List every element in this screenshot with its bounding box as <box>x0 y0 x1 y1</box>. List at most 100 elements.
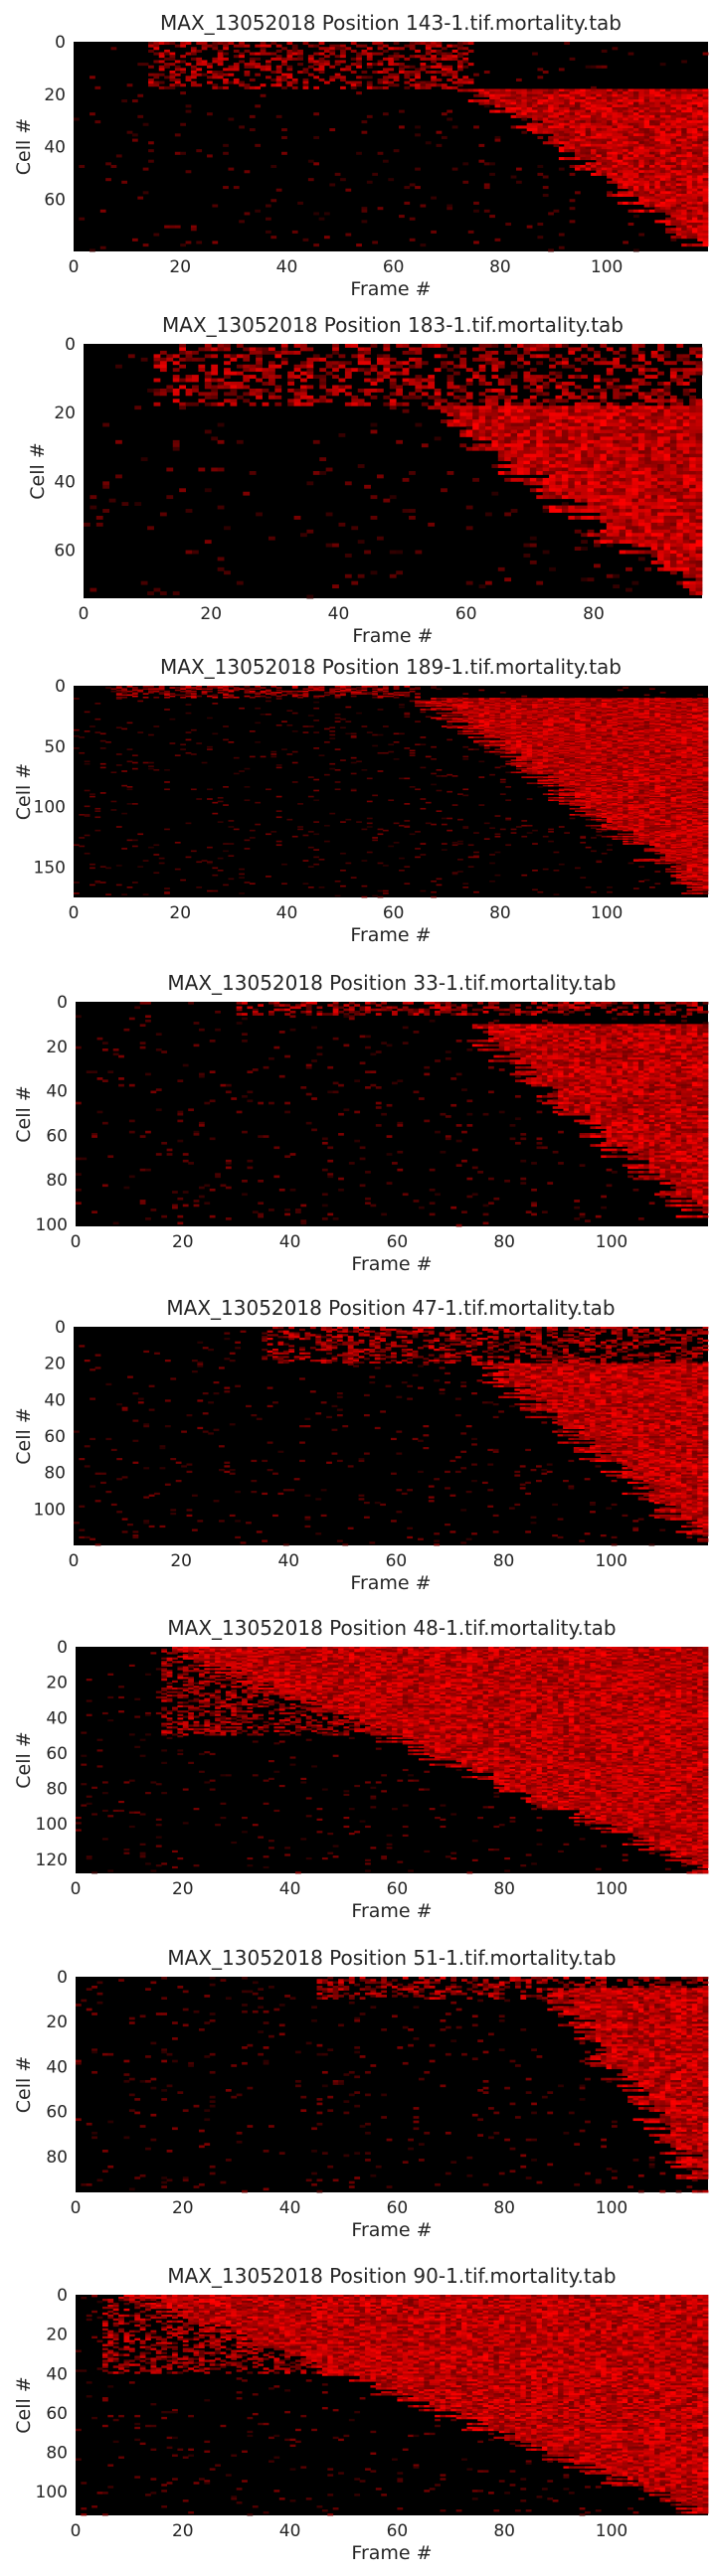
heatmap-cell <box>335 45 341 48</box>
heatmap-cell <box>554 133 560 136</box>
heatmap-cell <box>644 416 651 420</box>
heatmap-cell <box>670 168 676 171</box>
heatmap-cell <box>459 416 466 420</box>
heatmap-cell <box>255 63 261 66</box>
heatmap-cell <box>692 210 698 213</box>
heatmap-cell <box>613 433 620 437</box>
x-tick-label: 20 <box>169 257 191 277</box>
heatmap-cell <box>703 181 709 184</box>
heatmap-cell <box>159 86 165 89</box>
heatmap-cell <box>462 181 468 184</box>
heatmap-cell <box>266 60 271 63</box>
heatmap-cell <box>250 365 257 369</box>
heatmap-cell <box>326 399 333 402</box>
heatmap-cell <box>530 426 537 430</box>
heatmap-cell <box>670 210 676 213</box>
heatmap-cell <box>697 110 703 113</box>
heatmap-cell <box>687 243 693 246</box>
heatmap-cell <box>600 429 607 433</box>
heatmap-cell <box>683 426 690 430</box>
heatmap-cell <box>570 115 576 118</box>
heatmap-cell <box>250 115 256 118</box>
heatmap-cell <box>670 199 676 202</box>
heatmap-cell <box>600 412 607 416</box>
heatmap-cell <box>173 389 180 393</box>
heatmap-cell <box>628 181 634 184</box>
heatmap-cell <box>692 231 698 234</box>
heatmap-cell <box>568 416 575 420</box>
heatmap-cell <box>660 139 666 142</box>
heatmap-cell <box>228 74 234 77</box>
heatmap-cell <box>633 183 639 186</box>
heatmap-cell <box>457 88 463 91</box>
heatmap-cell <box>179 347 186 351</box>
heatmap-cell <box>620 433 626 437</box>
heatmap-cell <box>575 112 581 115</box>
heatmap-cell <box>548 125 554 128</box>
heatmap-cell <box>415 68 421 71</box>
heatmap-cell <box>638 120 644 123</box>
heatmap-cell <box>164 50 170 53</box>
heatmap-cell <box>495 96 501 99</box>
heatmap-cell <box>223 79 229 81</box>
heatmap-cell <box>613 168 619 171</box>
heatmap-cell <box>654 104 660 107</box>
heatmap-cell <box>549 412 556 416</box>
heatmap-cell <box>521 96 527 99</box>
heatmap-cell <box>570 123 576 126</box>
heatmap-cell <box>628 154 634 157</box>
heatmap-cell <box>306 372 313 376</box>
heatmap-cell <box>532 53 538 56</box>
heatmap-cell <box>441 361 448 365</box>
y-tick-label: 40 <box>44 138 66 158</box>
heatmap-cell <box>665 168 671 171</box>
heatmap-cell <box>459 405 466 409</box>
heatmap-cell <box>657 419 664 423</box>
heatmap-cell <box>664 386 671 390</box>
heatmap-cell <box>523 361 530 365</box>
heatmap-cell <box>568 409 575 413</box>
heatmap-cell <box>676 94 682 97</box>
heatmap-cell <box>692 186 698 189</box>
heatmap-cell <box>676 223 682 226</box>
heatmap-cell <box>372 53 378 56</box>
heatmap-cell <box>703 125 709 128</box>
heatmap-cell <box>364 361 371 365</box>
heatmap-cell <box>313 212 319 215</box>
heatmap-cell <box>105 178 111 181</box>
heatmap-cell <box>644 168 650 171</box>
heatmap-cell <box>549 358 556 362</box>
heatmap-cell <box>626 386 632 390</box>
heatmap-cell <box>338 386 345 390</box>
heatmap-cell <box>654 154 660 157</box>
heatmap-cell <box>631 365 638 369</box>
heatmap-cell <box>356 45 362 48</box>
heatmap-cell <box>586 104 592 107</box>
heatmap-cell <box>559 123 565 126</box>
heatmap-cell <box>303 86 309 89</box>
heatmap-cell <box>378 42 384 45</box>
heatmap-cell <box>676 147 682 150</box>
heatmap-cell <box>649 194 655 197</box>
heatmap-cell <box>623 191 628 194</box>
heatmap-cell <box>638 405 645 409</box>
heatmap-cell <box>410 66 416 69</box>
heatmap-cell <box>364 368 371 372</box>
heatmap-cell <box>644 399 651 402</box>
heatmap-cell <box>286 53 292 56</box>
heatmap-cell <box>697 91 703 94</box>
heatmap-cell <box>638 117 644 120</box>
heatmap-cell <box>564 128 570 131</box>
heatmap-cell <box>521 94 527 97</box>
heatmap-cell <box>175 66 181 69</box>
heatmap-cell <box>274 351 281 355</box>
heatmap-cell <box>297 202 303 205</box>
heatmap-cell <box>191 81 197 84</box>
heatmap-cell <box>670 409 677 413</box>
heatmap-cell <box>692 226 698 229</box>
heatmap-cell <box>676 344 683 348</box>
heatmap-cell <box>554 125 560 128</box>
heatmap-cell <box>164 63 170 66</box>
heatmap-cell <box>575 110 581 113</box>
heatmap-cell <box>228 68 234 71</box>
